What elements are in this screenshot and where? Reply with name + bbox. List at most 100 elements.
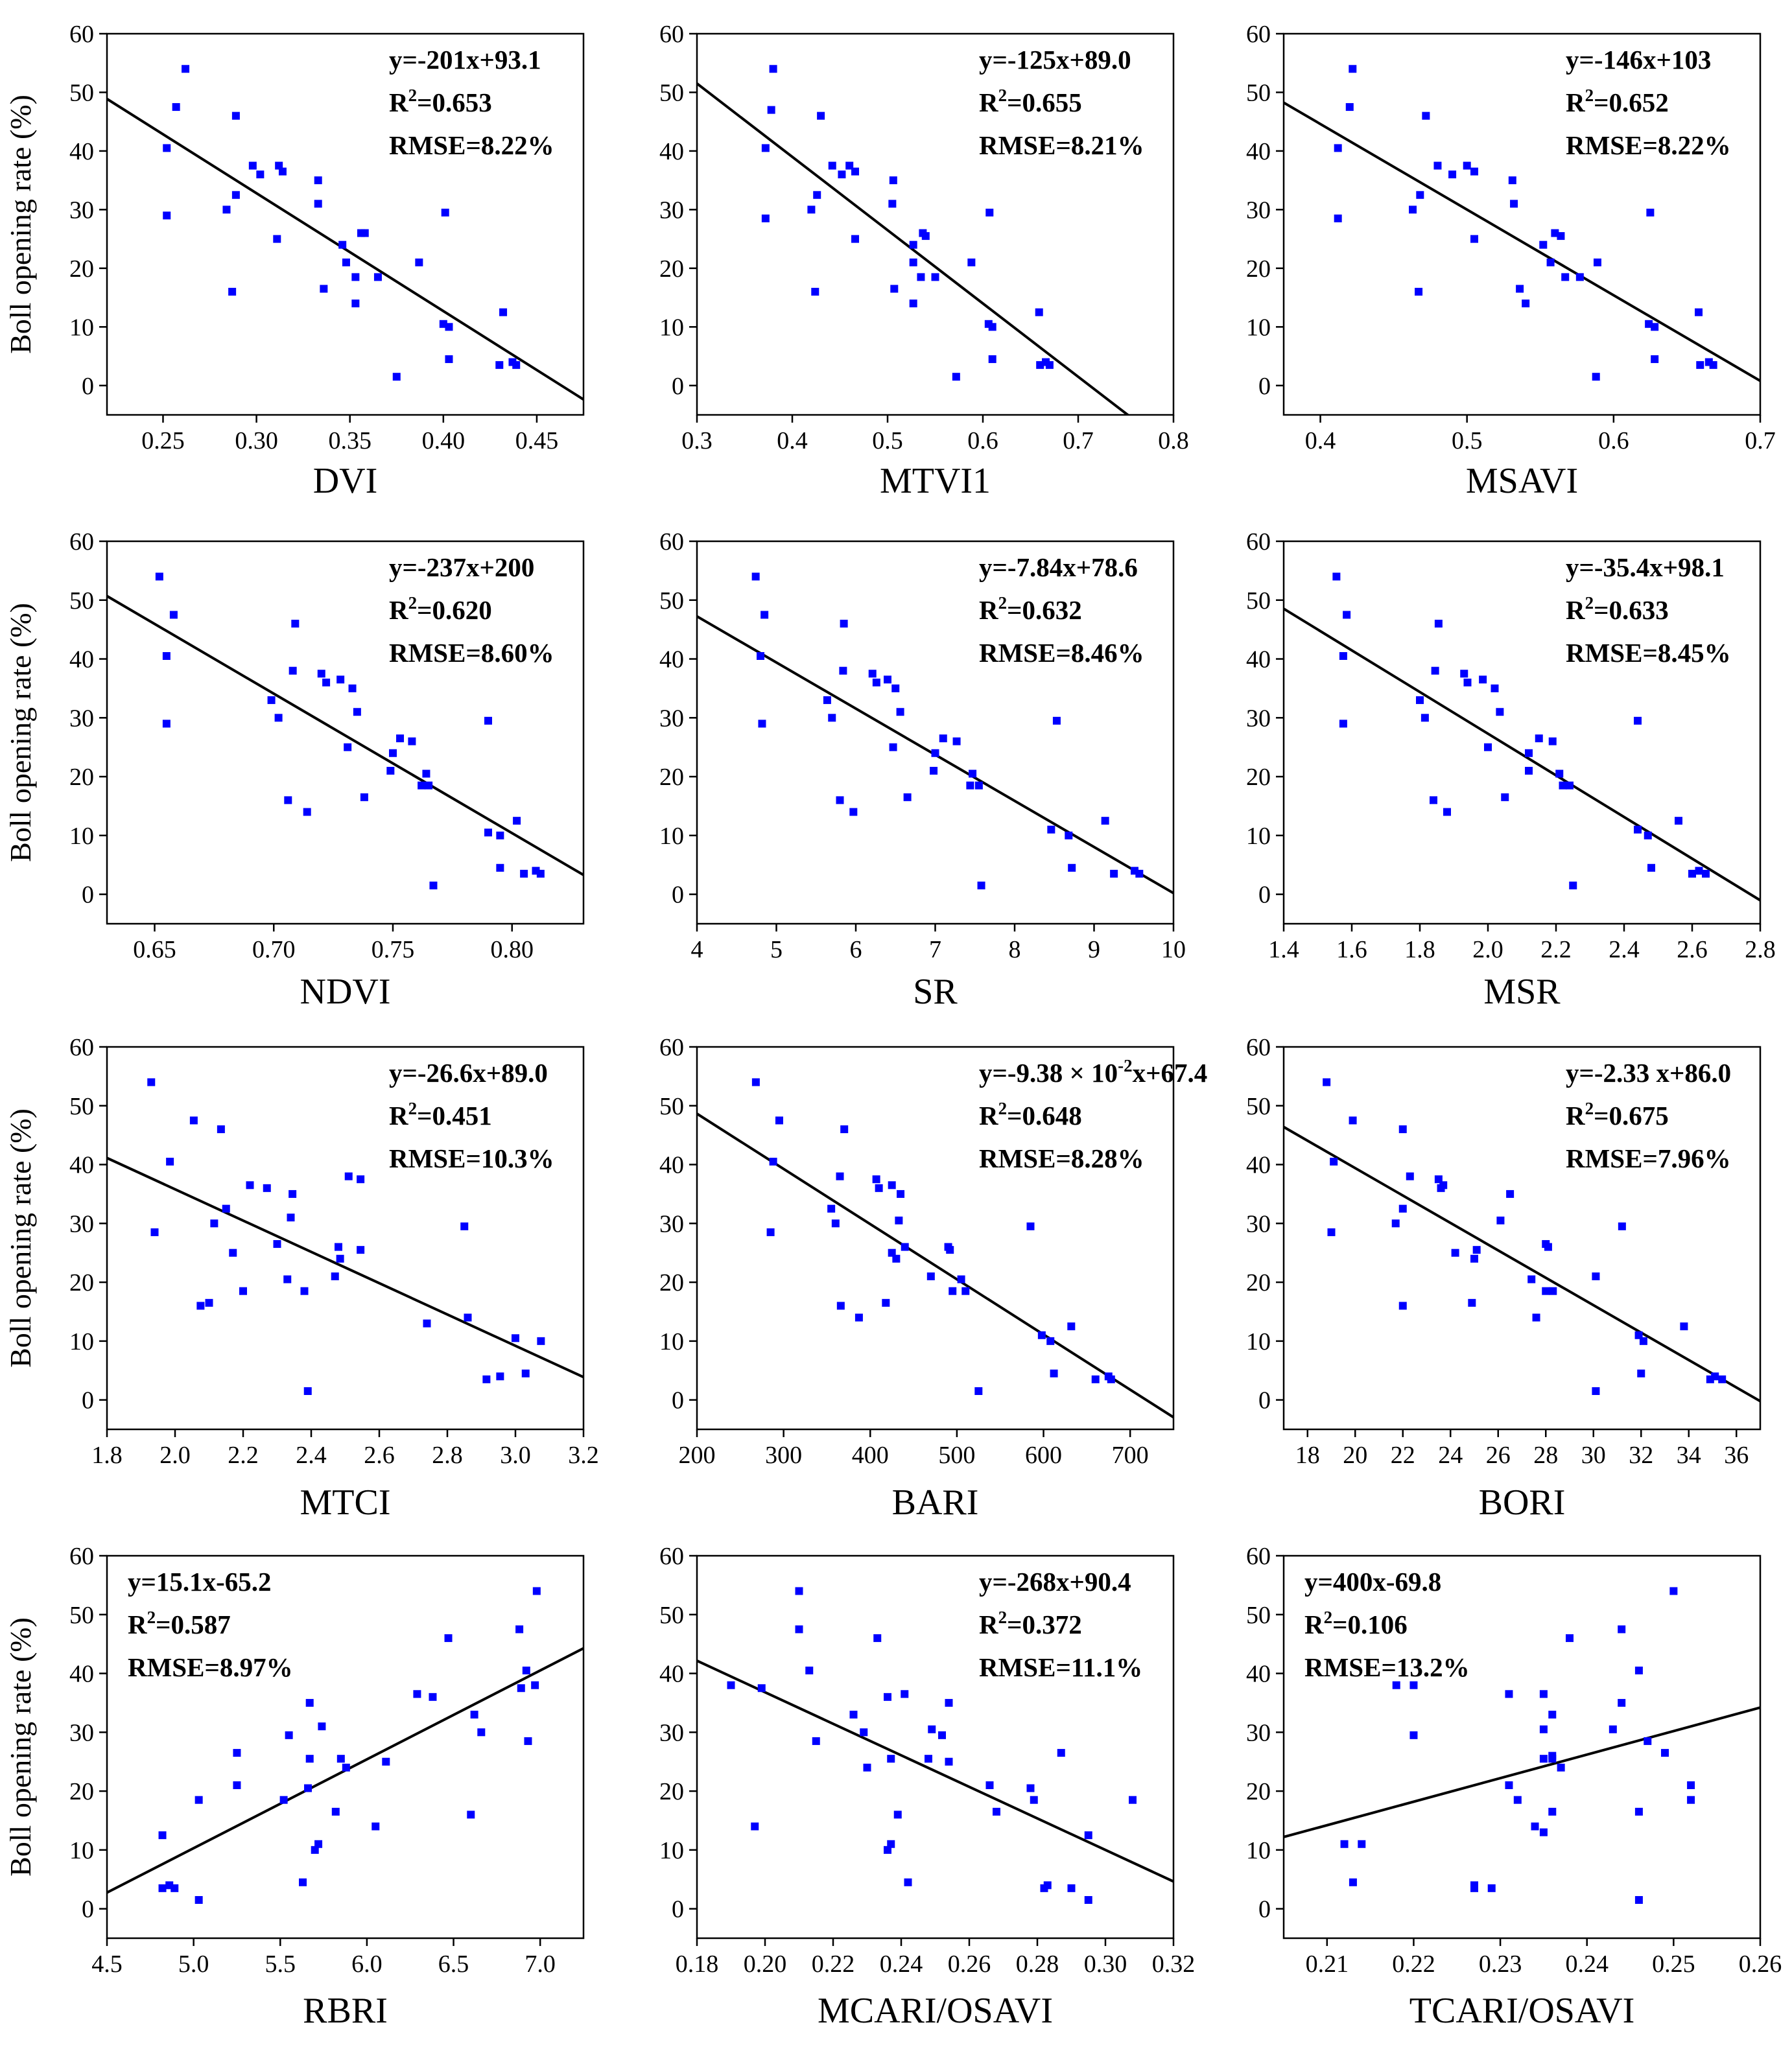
- data-point: [322, 678, 331, 686]
- plot-frame: [106, 1554, 585, 1940]
- data-point: [357, 1175, 365, 1184]
- data-point: [299, 1878, 307, 1886]
- regression-equation: y=-9.38 × 10-2x+67.4: [979, 1056, 1207, 1088]
- y-tick-label: 50: [69, 1602, 94, 1629]
- x-tick-label: 7.0: [525, 1951, 556, 1978]
- x-tick-label: 0.25: [141, 427, 185, 454]
- x-axis-label: RBRI: [303, 1991, 388, 2031]
- x-tick-label: 18: [1295, 1442, 1320, 1469]
- x-tick-label: 6: [850, 936, 862, 963]
- y-tick-label: 50: [1246, 1602, 1271, 1629]
- data-point: [513, 817, 521, 825]
- regression-line: [107, 594, 584, 876]
- data-point: [1618, 1698, 1626, 1707]
- data-point: [222, 1204, 230, 1213]
- r-squared: R2=0.633: [1566, 593, 1669, 625]
- data-point: [1030, 1796, 1038, 1804]
- x-tick-label: 5.5: [265, 1951, 296, 1978]
- y-tick-label: 40: [1246, 1661, 1271, 1688]
- data-point: [1057, 1749, 1065, 1757]
- regression-line: [107, 97, 584, 401]
- data-point: [1349, 65, 1357, 73]
- data-point: [1484, 743, 1492, 751]
- x-tick-label: 0.7: [1745, 427, 1776, 454]
- data-point: [1566, 781, 1574, 790]
- data-point: [887, 1840, 895, 1848]
- data-point: [1566, 1634, 1574, 1643]
- x-tick-label: 2.2: [228, 1442, 259, 1469]
- chart-panel-7: 1.8 2.0 2.2 2.4 2.6 2.8 3.0 3.2 0 10 20 30 40 50 60 Bol…: [4, 1034, 599, 1523]
- data-point: [1508, 176, 1516, 185]
- data-point: [1709, 361, 1717, 369]
- y-tick-label: 20: [69, 1269, 94, 1296]
- y-axis-label: Boll opening rate (%): [4, 603, 37, 862]
- data-point: [884, 1846, 891, 1854]
- data-point: [988, 355, 996, 364]
- x-tick-label: 0.6: [967, 427, 998, 454]
- y-tick-label: 10: [1246, 1837, 1271, 1864]
- data-point: [1546, 258, 1555, 266]
- data-point: [1548, 1807, 1557, 1816]
- data-point: [163, 144, 171, 152]
- y-tick-label: 40: [659, 1152, 684, 1179]
- data-point: [1532, 1313, 1540, 1322]
- data-point: [291, 620, 300, 628]
- data-point: [840, 620, 848, 628]
- data-point: [1443, 808, 1451, 816]
- data-point: [892, 1254, 901, 1263]
- data-point: [373, 273, 382, 281]
- data-point: [884, 1693, 891, 1701]
- data-point: [931, 749, 939, 757]
- y-tick-label: 0: [672, 882, 684, 909]
- data-point: [1527, 1275, 1536, 1283]
- rmse: RMSE=8.60%: [389, 638, 554, 668]
- data-point: [162, 652, 171, 660]
- data-point: [415, 258, 423, 266]
- y-tick-label: 30: [1246, 1719, 1271, 1746]
- data-point: [482, 1375, 491, 1383]
- data-point: [314, 1840, 323, 1848]
- plot-frame: [1282, 1046, 1762, 1431]
- regression-line: [1284, 607, 1760, 902]
- data-point: [1548, 1711, 1557, 1719]
- data-point: [467, 1811, 475, 1819]
- data-point: [396, 734, 405, 743]
- r-squared: R2=0.632: [979, 593, 1082, 625]
- y-tick-label: 10: [1246, 823, 1271, 850]
- data-point: [303, 808, 311, 816]
- r-squared: R2=0.655: [979, 86, 1082, 117]
- x-tick-label: 2.0: [159, 1442, 191, 1469]
- data-point: [1548, 737, 1557, 745]
- data-point: [1437, 1184, 1445, 1192]
- r-squared: R2=0.451: [389, 1099, 492, 1131]
- x-tick-label: 0.28: [1016, 1951, 1059, 1978]
- data-point: [977, 882, 985, 889]
- x-tick-label: 0.6: [1598, 427, 1629, 454]
- data-point: [939, 734, 947, 743]
- data-point: [1406, 1172, 1414, 1180]
- data-point: [1084, 1831, 1092, 1840]
- y-tick-label: 0: [1258, 1896, 1271, 1923]
- data-point: [836, 1172, 844, 1180]
- data-point: [1695, 867, 1703, 875]
- rmse: RMSE=13.2%: [1304, 1652, 1470, 1682]
- data-point: [1043, 1881, 1052, 1890]
- plot-frame: [106, 540, 585, 925]
- data-point: [499, 308, 508, 316]
- data-point: [860, 1728, 868, 1737]
- chart-panel-5: 4 5 6 7 8 9 10 0 10 20 30 40 50 60 SR y=-7.84x+78.6 R2=0…: [659, 528, 1186, 1012]
- x-tick-label: 0.18: [676, 1951, 719, 1978]
- data-point: [1559, 781, 1567, 790]
- y-tick-label: 60: [69, 1543, 94, 1570]
- data-point: [279, 1796, 288, 1804]
- data-point: [283, 1275, 292, 1283]
- x-tick-label: 9: [1088, 936, 1100, 963]
- data-point: [1068, 863, 1076, 872]
- data-point: [1505, 1781, 1513, 1789]
- data-point: [1334, 144, 1342, 152]
- data-point: [311, 1846, 319, 1854]
- data-point: [512, 1334, 519, 1342]
- data-point: [901, 1690, 909, 1698]
- x-tick-label: 0.45: [515, 427, 559, 454]
- y-tick-label: 20: [1246, 764, 1271, 791]
